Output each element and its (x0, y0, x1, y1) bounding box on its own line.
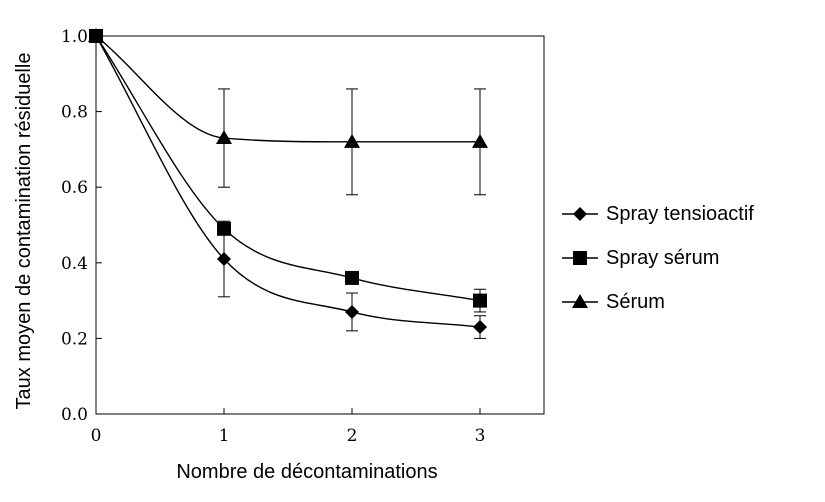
plot-frame (95, 35, 545, 415)
data-point (472, 133, 488, 148)
x-axis-title: Nombre de décontaminations (176, 461, 437, 483)
x-tick-label: 3 (475, 426, 486, 446)
series-lines (95, 35, 481, 328)
data-point (345, 270, 359, 285)
data-point (217, 221, 231, 236)
x-tick-label: 1 (219, 426, 230, 446)
x-tick-label: 0 (91, 426, 102, 446)
series-line (95, 35, 481, 302)
data-point (344, 133, 360, 148)
y-tick-label: 0.2 (61, 329, 88, 349)
y-tick-label: 0.6 (61, 178, 88, 198)
data-point (473, 320, 487, 335)
data-point (217, 252, 231, 267)
data-point (473, 293, 487, 308)
y-tick-label: 1.0 (61, 27, 88, 47)
y-tick-label: 0.4 (61, 254, 88, 274)
legend-label: Spray sérum (606, 247, 719, 269)
y-axis-title: Taux moyen de contamination résiduelle (13, 53, 35, 410)
y-axis-ticks: 0.0 0.2 0.4 0.6 0.8 1.0 (61, 27, 102, 425)
series-line (95, 35, 481, 328)
error-bars (218, 88, 486, 339)
data-point (216, 130, 232, 145)
legend-label: Sérum (606, 291, 665, 313)
legend-marker (573, 251, 587, 265)
y-tick-label: 0.8 (61, 103, 88, 123)
data-point (345, 304, 359, 319)
legend-label: Spray tensioactif (606, 203, 754, 225)
series-markers (88, 28, 488, 335)
x-axis-ticks: 0 1 2 3 (91, 408, 486, 446)
legend-marker (573, 207, 587, 221)
x-tick-label: 2 (347, 426, 358, 446)
series-line (95, 35, 480, 143)
y-tick-label: 0.0 (61, 405, 88, 425)
data-point (88, 28, 104, 42)
legend: Spray tensioactif Spray sérum Sérum (562, 203, 754, 313)
legend-marker (572, 294, 588, 308)
